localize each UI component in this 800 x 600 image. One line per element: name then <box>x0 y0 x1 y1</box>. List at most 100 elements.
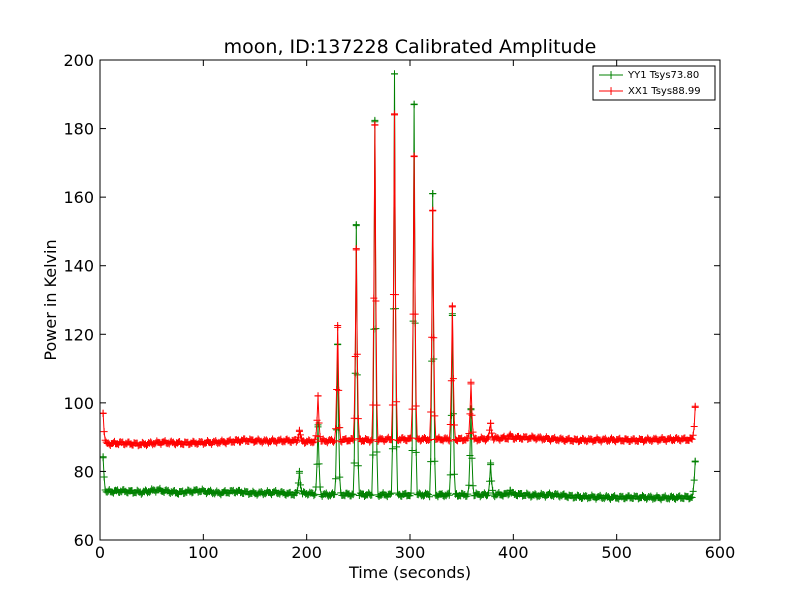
data-point <box>691 457 699 465</box>
data-point <box>296 431 304 439</box>
data-point <box>689 431 697 439</box>
data-point <box>407 434 415 442</box>
data-point <box>368 436 376 444</box>
data-point <box>467 378 475 386</box>
data-point <box>445 437 453 445</box>
data-point <box>450 421 458 429</box>
data-point <box>427 408 435 416</box>
data-point <box>426 435 434 443</box>
y-tick-label: 60 <box>74 531 94 550</box>
data-point <box>335 386 343 394</box>
data-point <box>393 443 401 451</box>
data-point <box>367 437 375 445</box>
data-point <box>388 445 396 453</box>
y-tick-label: 100 <box>63 394 94 413</box>
x-tick-label: 300 <box>395 543 426 562</box>
data-point <box>332 425 340 433</box>
y-tick-label: 140 <box>63 257 94 276</box>
plot-frame <box>99 59 721 541</box>
data-point <box>99 454 107 462</box>
data-point <box>408 405 416 413</box>
data-point <box>373 401 381 409</box>
data-point <box>310 492 318 500</box>
data-point <box>688 493 696 501</box>
data-point <box>100 473 108 481</box>
data-point <box>386 490 394 498</box>
data-point <box>425 436 433 444</box>
data-point <box>407 489 415 497</box>
data-point <box>387 489 395 497</box>
data-point <box>465 430 473 438</box>
y-tick-label: 120 <box>63 325 94 344</box>
y-tick-label: 200 <box>63 51 94 70</box>
x-tick-label: 400 <box>498 543 529 562</box>
x-tick-label: 200 <box>291 543 322 562</box>
chart-title: moon, ID:137228 Calibrated Amplitude <box>224 36 597 58</box>
y-tick-label: 160 <box>63 188 94 207</box>
data-point <box>431 457 439 465</box>
x-tick-label: 100 <box>188 543 219 562</box>
data-point <box>469 482 477 490</box>
legend-label-yy1: YY1 Tsys73.80 <box>627 70 699 81</box>
data-point <box>464 434 472 442</box>
x-tick-label: 0 <box>95 543 105 562</box>
data-point <box>431 412 439 420</box>
x-tick-label: 500 <box>601 543 632 562</box>
data-point <box>488 477 496 485</box>
data-point <box>293 437 301 445</box>
data-point <box>331 437 339 445</box>
data-point <box>468 454 476 462</box>
legend-marker-xx1: + <box>606 84 616 98</box>
data-point <box>332 475 340 483</box>
data-point <box>446 471 454 479</box>
data-point <box>373 448 381 456</box>
data-point <box>430 334 438 342</box>
data-point <box>330 438 338 446</box>
data-point <box>690 476 698 484</box>
data-point <box>450 470 458 478</box>
data-point <box>410 101 418 109</box>
data-point <box>410 152 418 160</box>
data-point <box>388 401 396 409</box>
data-point <box>354 415 362 423</box>
data-point <box>688 435 696 443</box>
data-point <box>449 375 457 383</box>
data-point <box>489 486 497 494</box>
data-point <box>315 460 323 468</box>
data-point <box>412 402 420 410</box>
legend-label-xx1: XX1 Tsys88.99 <box>628 86 701 97</box>
legend: + YY1 Tsys73.80 + XX1 Tsys88.99 <box>592 65 716 101</box>
data-point <box>312 432 320 440</box>
data-point <box>426 493 434 501</box>
data-point <box>336 424 344 432</box>
data-point <box>371 121 379 129</box>
data-point <box>331 490 339 498</box>
data-point <box>372 297 380 305</box>
data-point <box>348 435 356 443</box>
data-point <box>296 481 304 489</box>
data-point <box>349 491 357 499</box>
data-point <box>429 207 437 215</box>
data-point <box>485 489 493 497</box>
data-point <box>429 190 437 198</box>
data-point <box>484 434 491 442</box>
data-point <box>334 323 342 331</box>
data-point <box>690 423 698 431</box>
data-point <box>445 491 453 499</box>
data-point <box>488 429 496 437</box>
y-tick-label: 80 <box>74 462 94 481</box>
data-point <box>349 436 357 444</box>
data-point <box>469 428 477 436</box>
data-point <box>392 291 400 299</box>
data-point <box>315 419 323 427</box>
data-point <box>391 111 398 119</box>
data-point <box>412 448 420 456</box>
data-point <box>465 481 473 489</box>
plot-area <box>99 70 699 504</box>
axis-ticks: 0 100 200 300 400 500 600 60 80 100 120 140 160 180 20… <box>63 51 735 562</box>
data-point <box>504 491 512 499</box>
data-point <box>691 402 699 410</box>
data-point <box>99 409 107 417</box>
data-point <box>348 490 356 498</box>
